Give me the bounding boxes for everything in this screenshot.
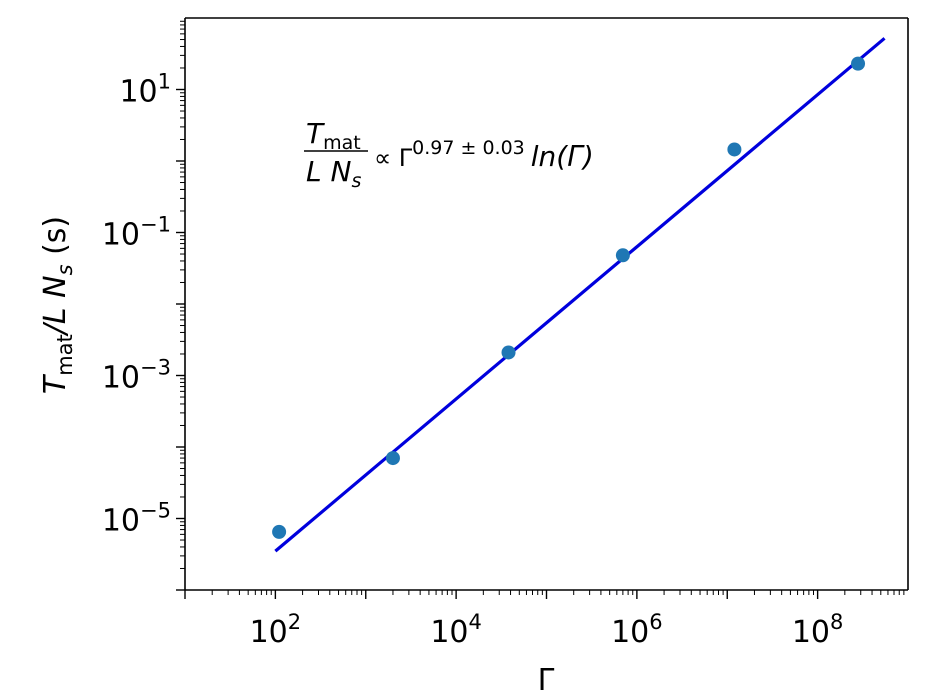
data-point (385, 451, 400, 466)
annotation-num-sub: mat (323, 132, 361, 154)
minor-ticks (176, 20, 905, 599)
y-tick-label: 10−3 (102, 356, 171, 396)
fit-line (274, 37, 886, 553)
tick-labels: 102 104 106 108 101 10−1 10−3 10−5 (102, 70, 844, 651)
y-tick-label: 101 (119, 70, 171, 110)
fit-line-group (274, 37, 886, 553)
annotation-rel: ∝ Γ (374, 144, 413, 172)
x-tick-label: 104 (430, 610, 482, 650)
plot-axes (184, 17, 909, 591)
y-label-rest: /L N (38, 275, 73, 337)
annotation-relation: ∝ Γ0.97 ± 0.03 ln(Γ) (374, 137, 594, 173)
annotation-den-main: L N (306, 155, 352, 188)
x-tick-label: 108 (792, 610, 844, 650)
annotation-denominator: L Ns (306, 155, 361, 192)
data-point (272, 524, 287, 539)
x-tick-label: 102 (250, 610, 302, 650)
annotation-tail: ln(Γ) (531, 140, 594, 173)
data-point (615, 248, 630, 263)
fit-annotation: Tmat L Ns ∝ Γ0.97 ± 0.03 ln(Γ) (304, 117, 594, 192)
y-tick-label: 10−5 (102, 499, 171, 539)
y-label-main: T (38, 373, 73, 394)
data-point (851, 56, 866, 71)
y-label-sub: mat (53, 334, 77, 376)
annotation-num-main: T (306, 117, 325, 150)
x-axis-label: Γ (538, 663, 555, 695)
y-tick-label: 10−1 (102, 213, 171, 253)
y-label-unit: (s) (38, 216, 73, 265)
y-label-sub2: s (53, 264, 77, 275)
annotation-den-sub: s (351, 170, 361, 192)
data-point (501, 345, 516, 360)
annotation-exp: 0.97 ± 0.03 (412, 137, 525, 159)
data-point (727, 142, 742, 157)
data-points (272, 56, 866, 539)
x-tick-label: 106 (611, 610, 663, 650)
annotation-numerator: Tmat (306, 117, 361, 154)
y-axis-label: Tmat/L Ns (s) (38, 216, 77, 394)
